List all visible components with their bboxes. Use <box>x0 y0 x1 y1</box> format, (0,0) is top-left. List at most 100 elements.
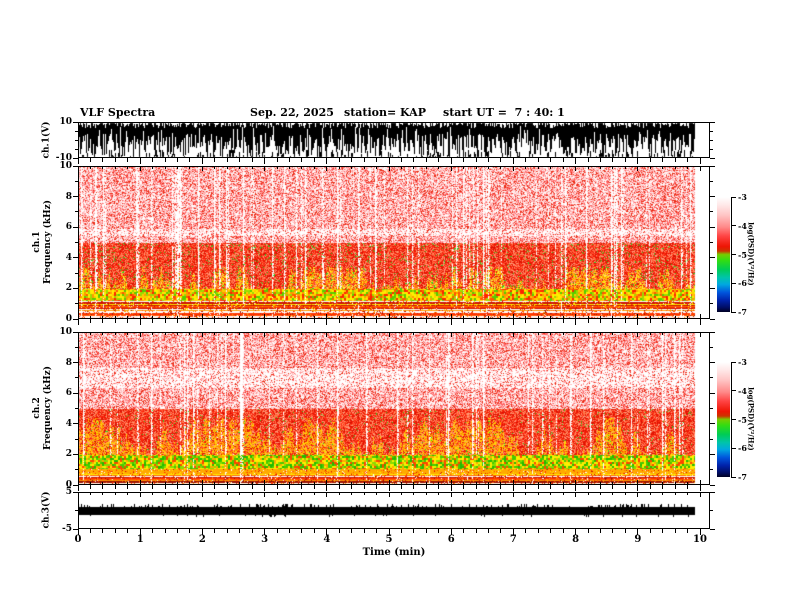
x-tick <box>525 319 527 323</box>
x-tick <box>562 482 564 485</box>
x-tick <box>214 485 216 489</box>
x-tick <box>226 166 228 169</box>
x-tick <box>177 482 179 485</box>
y-tick-label: 4 <box>65 418 72 429</box>
x-tick <box>438 319 440 323</box>
x-tick <box>264 492 266 497</box>
x-tick <box>338 482 340 485</box>
x-tick <box>500 316 502 319</box>
header-start-ut: start UT = 7 : 40: 1 <box>443 106 565 119</box>
y-tick <box>73 331 78 333</box>
y-tick <box>710 180 713 182</box>
x-tick <box>537 485 539 489</box>
colorbar-tick <box>731 476 736 478</box>
x-tick <box>512 319 514 325</box>
x-tick <box>587 158 589 162</box>
x-tick <box>338 485 340 489</box>
x-tick <box>89 316 91 319</box>
x-tick <box>512 314 514 319</box>
x-tick <box>251 319 253 323</box>
x-tick <box>699 480 701 485</box>
ch2-spectrogram-canvas <box>78 332 710 485</box>
colorbar-tick-label: -7 <box>738 472 747 482</box>
x-tick <box>425 332 427 335</box>
x-tick <box>450 480 452 485</box>
x-tick <box>239 482 241 485</box>
x-tick <box>587 492 589 495</box>
x-tick <box>687 316 689 319</box>
x-tick <box>388 492 390 497</box>
x-tick <box>413 319 415 323</box>
y-tick <box>710 453 715 455</box>
y-tick <box>710 287 715 289</box>
y-tick <box>710 469 713 471</box>
x-tick <box>351 529 353 533</box>
x-tick <box>550 529 552 533</box>
x-tick <box>313 166 315 169</box>
x-tick-label: 1 <box>136 534 144 545</box>
x-tick <box>351 332 353 335</box>
x-tick <box>338 529 340 533</box>
y-tick <box>710 510 713 511</box>
x-tick <box>301 158 303 162</box>
x-tick <box>438 158 440 162</box>
x-tick <box>376 319 378 323</box>
y-tick <box>75 510 78 511</box>
y-tick-label: 10 <box>59 327 72 337</box>
x-tick <box>587 166 589 169</box>
colorbar-tick-label: -6 <box>738 278 747 289</box>
x-tick <box>152 482 154 485</box>
x-tick-label: 0 <box>74 534 82 545</box>
x-tick <box>388 529 390 535</box>
x-tick <box>114 492 116 495</box>
x-tick <box>599 158 601 162</box>
x-tick <box>214 319 216 323</box>
x-tick <box>139 529 141 535</box>
x-tick <box>77 158 79 164</box>
x-tick <box>463 492 465 495</box>
x-tick-label: 7 <box>509 534 517 545</box>
x-tick <box>77 319 79 325</box>
y-tick <box>710 303 713 305</box>
x-tick <box>177 158 179 162</box>
y-tick <box>75 180 78 182</box>
colorbar-2 <box>717 362 730 477</box>
x-tick <box>89 158 91 162</box>
x-tick <box>562 316 564 319</box>
x-tick <box>264 158 266 164</box>
y-tick <box>73 528 78 530</box>
x-tick <box>674 319 676 323</box>
x-tick <box>288 158 290 162</box>
ylabel-line-frequency: Frequency (kHz) <box>43 365 53 451</box>
x-tick <box>77 480 79 485</box>
y-tick-label: 6 <box>65 222 72 233</box>
x-tick <box>77 314 79 319</box>
x-tick <box>438 482 440 485</box>
x-tick <box>587 332 589 335</box>
x-tick <box>363 492 365 495</box>
x-tick <box>164 158 166 162</box>
y-tick-label: 2 <box>65 283 72 294</box>
x-tick <box>624 332 626 335</box>
x-tick <box>276 316 278 319</box>
x-tick <box>251 482 253 485</box>
x-tick <box>687 158 689 162</box>
y-tick <box>75 438 78 440</box>
colorbar-tick <box>731 390 736 392</box>
x-tick <box>425 529 427 533</box>
x-tick <box>276 332 278 335</box>
x-tick <box>699 485 701 491</box>
x-tick <box>102 332 104 335</box>
x-tick <box>351 485 353 489</box>
x-tick <box>376 158 378 162</box>
x-tick <box>575 314 577 319</box>
x-tick <box>699 319 701 325</box>
x-tick-label: 5 <box>385 534 393 545</box>
x-tick <box>512 485 514 491</box>
x-tick <box>587 482 589 485</box>
colorbar-tick <box>731 447 736 449</box>
x-tick <box>114 482 116 485</box>
y-tick-label: 10 <box>59 161 72 171</box>
x-tick-label: 10 <box>693 534 707 545</box>
x-tick <box>189 485 191 489</box>
